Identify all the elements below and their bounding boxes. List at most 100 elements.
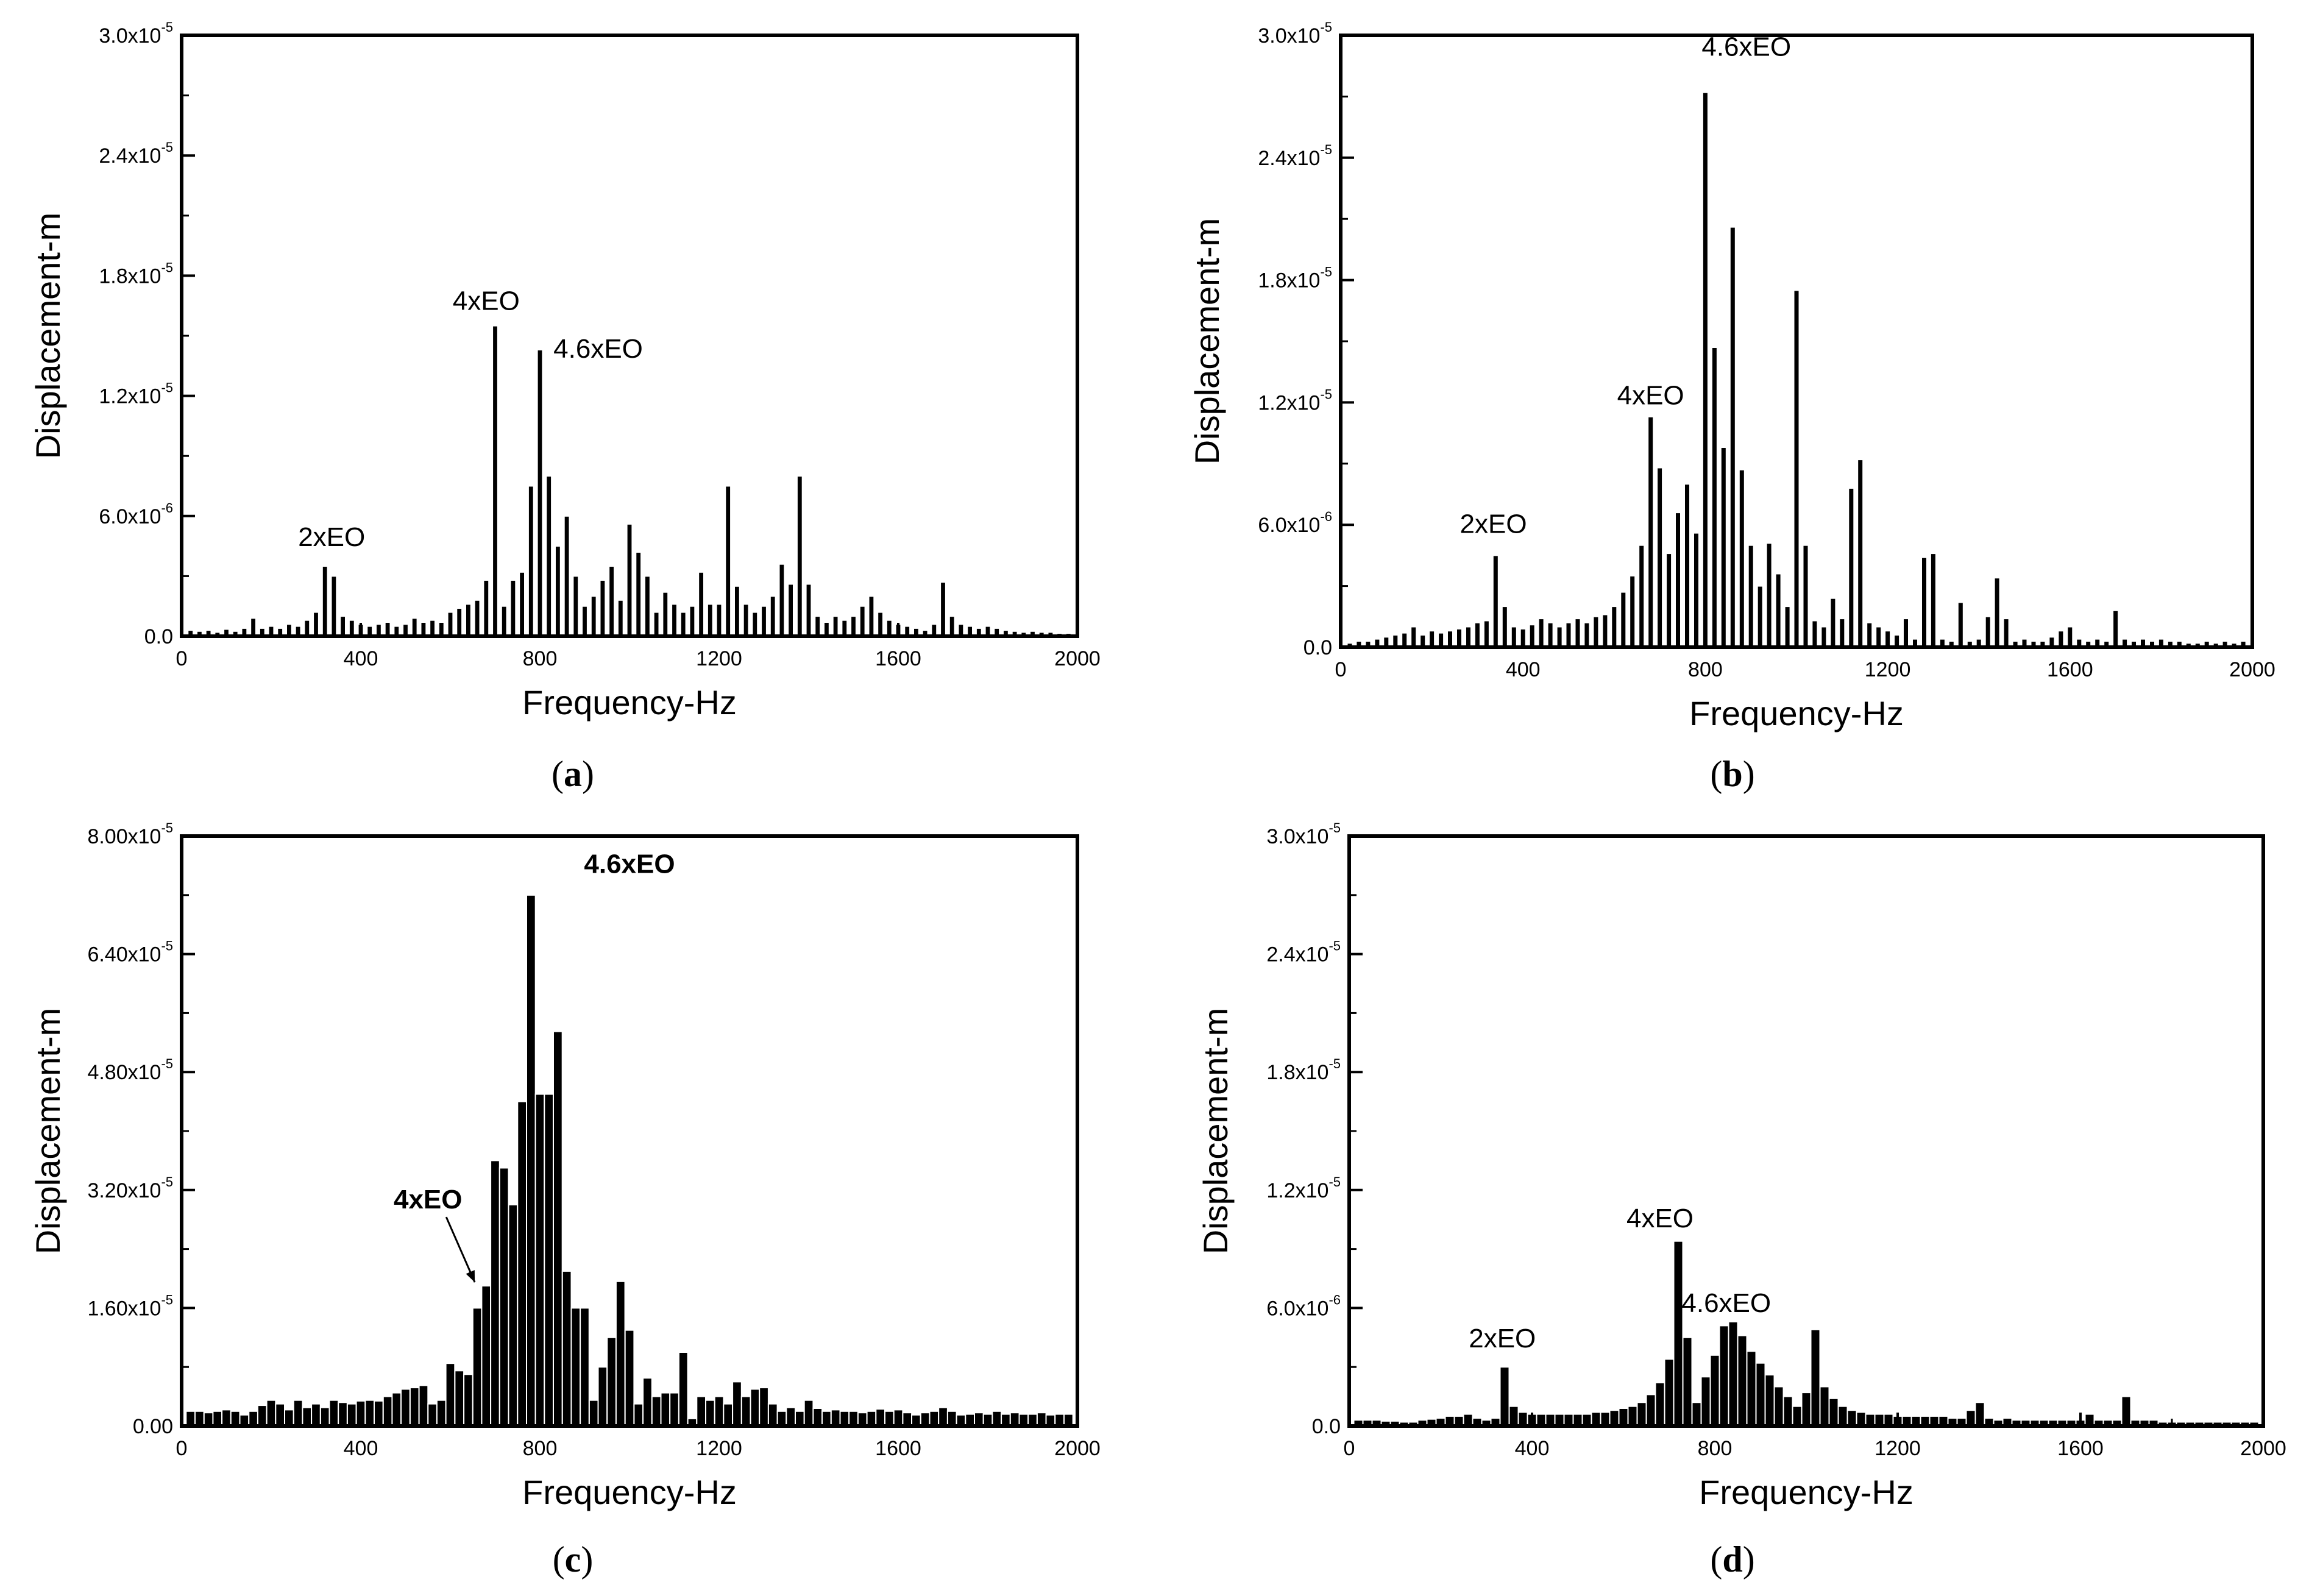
bar: [508, 1204, 519, 1427]
bar: [1738, 469, 1745, 648]
bar: [877, 611, 884, 637]
bar: [1756, 585, 1764, 648]
bar: [420, 622, 427, 637]
bar: [698, 571, 704, 637]
bar: [920, 1412, 931, 1427]
bar: [1921, 556, 1928, 648]
bar: [1856, 1411, 1867, 1427]
bar: [1792, 1405, 1803, 1427]
bar: [778, 563, 786, 637]
bar: [1508, 1405, 1519, 1427]
panel-caption-letter: b: [1722, 754, 1742, 794]
y-tick-exponent: -5: [1320, 264, 1332, 280]
annotation-arrow: [445, 1216, 476, 1283]
bar: [384, 622, 391, 637]
y-tick-mantissa: 3.20x10: [87, 1179, 161, 1202]
panel-caption-letter: a: [564, 754, 582, 794]
y-tick-mantissa: 0.0: [144, 625, 173, 648]
bar: [1811, 620, 1818, 648]
bar: [321, 566, 328, 637]
y-tick-exponent: -6: [1320, 509, 1332, 524]
bar: [330, 575, 338, 637]
bar: [795, 1410, 805, 1427]
bar: [812, 1408, 823, 1427]
x-axis-label: Frequency-Hz: [522, 1473, 737, 1511]
bar: [1701, 91, 1709, 648]
bar: [1501, 606, 1508, 648]
bar: [1828, 1397, 1839, 1427]
bar: [536, 349, 544, 637]
bar: [580, 1307, 590, 1427]
y-tick-label: 2.4x10-5: [1258, 142, 1332, 170]
bar: [445, 1363, 456, 1427]
bar: [544, 1093, 554, 1427]
bar: [1638, 544, 1645, 648]
bar: [1957, 601, 1964, 648]
y-tick-label: 8.00x10-5: [87, 820, 173, 848]
bar: [615, 1280, 626, 1427]
bar: [517, 1101, 527, 1427]
bar: [1846, 1410, 1857, 1427]
x-tick-label: 1600: [875, 1437, 921, 1460]
bar: [642, 1377, 653, 1427]
panel-a: 0 400 800 1200 1600 20000.06.0x10-61.2x10-51.…: [29, 20, 1101, 794]
y-tick-exponent: -5: [161, 820, 173, 835]
bar: [411, 617, 418, 637]
bar: [1810, 1328, 1821, 1427]
bar: [1656, 467, 1664, 648]
y-tick-exponent: -5: [1320, 20, 1332, 35]
y-tick-exponent: -5: [161, 260, 173, 275]
bar: [302, 1406, 313, 1427]
bar: [974, 1412, 984, 1427]
bar: [832, 615, 839, 637]
bar: [1438, 632, 1445, 648]
bar: [1392, 634, 1399, 648]
bar: [2112, 609, 2119, 648]
bar: [1547, 622, 1554, 648]
x-tick-label: 2000: [2229, 658, 2275, 681]
y-tick-mantissa: 0.0: [1303, 636, 1332, 659]
bar: [185, 1410, 196, 1427]
bar: [474, 599, 481, 637]
y-tick-exponent: -5: [161, 380, 173, 395]
x-tick-label: 1600: [875, 647, 921, 670]
bar: [1984, 615, 1992, 648]
bar: [319, 1406, 330, 1427]
y-tick-label: 6.0x10-6: [99, 500, 173, 528]
bar: [750, 1388, 761, 1427]
bar: [498, 1167, 509, 1427]
panel-d: 0 400 800 1200 1600 20000.06.0x10-61.2x10-51.…: [1196, 820, 2286, 1580]
bar: [456, 608, 463, 637]
bar: [1528, 624, 1536, 648]
x-tick-label: 400: [1506, 658, 1541, 681]
bar: [526, 894, 536, 1427]
annotation-label: 4.6xEO: [584, 849, 675, 879]
y-tick-mantissa: 1.2x10: [1266, 1179, 1328, 1202]
bar: [1993, 577, 2001, 648]
annotation-label: 4xEO: [453, 286, 520, 316]
bar: [257, 1405, 268, 1427]
x-tick-label: 0: [1344, 1437, 1355, 1460]
y-tick-mantissa: 1.8x10: [1258, 269, 1320, 293]
y-tick-exponent: -5: [161, 938, 173, 954]
bar: [678, 1352, 689, 1427]
bar: [1447, 630, 1453, 648]
bar: [1893, 634, 1901, 648]
x-tick-label: 1200: [696, 1437, 742, 1460]
bar: [203, 1412, 214, 1427]
bar: [1737, 1335, 1748, 1427]
panel-caption-letter: d: [1722, 1539, 1742, 1580]
y-tick-label: 6.40x10-5: [87, 938, 173, 966]
bar: [1718, 1325, 1729, 1427]
y-tick-mantissa: 6.0x10: [1266, 1297, 1328, 1320]
bar: [429, 619, 436, 637]
bar: [597, 1366, 608, 1427]
bar: [1474, 622, 1481, 648]
bar: [660, 1392, 671, 1427]
bar: [374, 1400, 384, 1427]
bar: [382, 1396, 393, 1427]
bar: [250, 617, 257, 637]
bar: [599, 580, 606, 637]
x-tick-label: 400: [344, 647, 378, 670]
